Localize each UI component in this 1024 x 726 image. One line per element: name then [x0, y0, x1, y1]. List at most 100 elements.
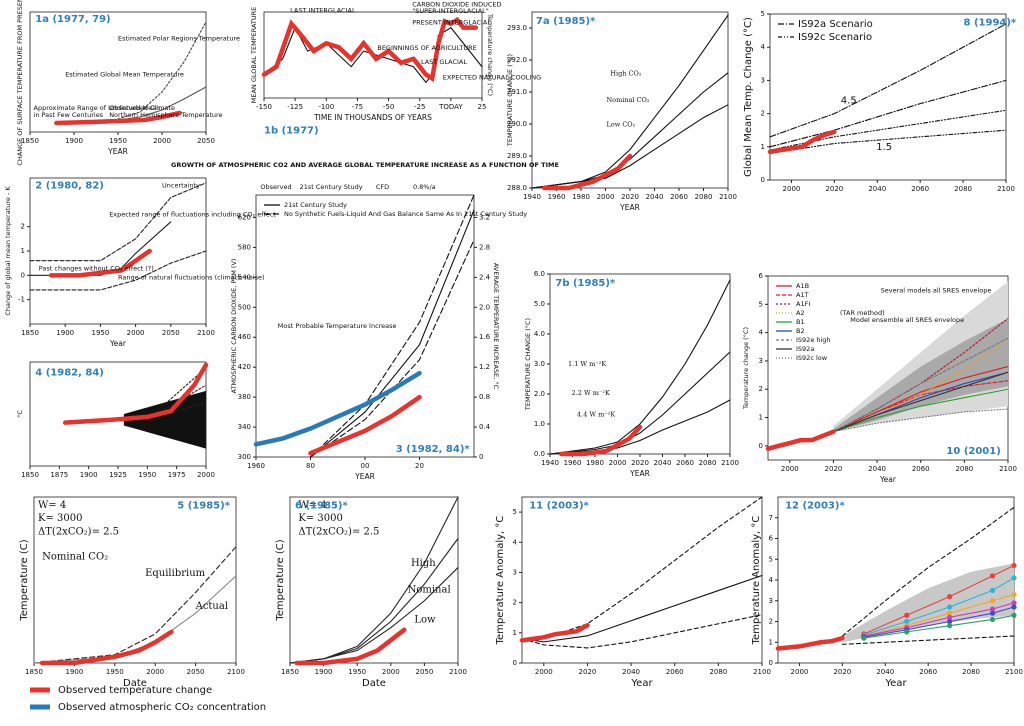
legend-label: A2 [796, 309, 805, 317]
series-line [54, 110, 182, 126]
legend-label: A1B [796, 282, 809, 290]
x-tick-label: 2040 [868, 465, 886, 473]
series-line [309, 239, 475, 458]
series-line [832, 371, 1009, 433]
x-tick-label: 1960 [548, 193, 566, 201]
series-line [521, 496, 763, 640]
y-tick-label: 0 [769, 659, 773, 667]
y2-axis-label: AVERAGE TEMPERATURE INCREASE, °C [492, 263, 500, 390]
x-tick-label: 2050 [162, 329, 180, 337]
panel: 1850 1900 1950 2000 2050 Estimated Polar Regi… [16, 0, 240, 166]
x-tick-label: 2000 [382, 668, 400, 676]
legend-label: IS92c Scenario [798, 32, 872, 43]
annotation: (TAR method) [840, 309, 885, 317]
x-tick-label: 2050 [197, 137, 215, 145]
x-axis-label: TIME IN THOUSANDS OF YEARS [313, 113, 432, 122]
x-tick-label: 2100 [227, 668, 245, 676]
annotation: Observed Mean [109, 104, 160, 112]
envelope [123, 390, 206, 449]
x-tick-label: 1850 [21, 329, 39, 337]
y-tick-label: 4 [759, 329, 764, 337]
y-tick-label: 2 [761, 110, 765, 118]
x-tick-label: 2020 [579, 668, 597, 676]
x-tick-label: 25 [478, 103, 487, 111]
panel-title: 7b (1985)* [555, 278, 616, 289]
x-tick-label: 2040 [868, 185, 886, 193]
x-tick-label: 1875 [50, 471, 68, 479]
y-tick-label: 1 [769, 638, 773, 646]
y-tick-label: 1 [761, 143, 765, 151]
y-tick-label: 3 [769, 597, 773, 605]
annotation: Past changes without CO₂ effect (?) [39, 265, 154, 273]
x-axis-label: Date [123, 678, 147, 689]
y-tick-label: 1 [513, 629, 517, 637]
y-tick-label: 291.0 [507, 88, 527, 96]
y-axis-label: MEAN GLOBAL TEMPERATURE [250, 7, 258, 103]
series-label: Low CO₂ [606, 121, 635, 129]
y-tick-label: 0 [21, 271, 25, 279]
annotation: CFD [376, 183, 389, 191]
y2-axis-label: Temperature change (°C) [486, 13, 494, 96]
series-line [309, 194, 475, 458]
y-tick-label: 300 [238, 453, 251, 461]
series-line [832, 388, 1009, 433]
series-marker [947, 623, 953, 629]
series-line [253, 370, 422, 447]
y-tick-label: 500 [238, 303, 251, 311]
y2-tick-label: 2.4 [479, 273, 491, 281]
panel: 1850 1900 1950 2000 2050 2100 High Nominal Low W=… [275, 496, 467, 689]
x-tick-label: 2100 [753, 668, 771, 676]
plot-frame [29, 177, 207, 325]
y2-tick-label: 0 [479, 453, 483, 461]
y-tick-label: 2 [21, 223, 25, 231]
series-line [117, 86, 207, 121]
y-tick-label: 3 [759, 357, 763, 365]
x-tick-label: 2080 [709, 668, 727, 676]
y-axis-label: Change of global mean temperature - K [4, 186, 12, 316]
y-tick-label: 288.0 [507, 184, 527, 192]
annotation: in Past Few Centuries [34, 111, 104, 119]
x-tick-label: 1975 [168, 471, 186, 479]
panel: 1850 1875 1900 1925 1950 1975 2000 °C 4 (1982, 8… [16, 361, 215, 479]
x-tick-label: 2040 [876, 668, 894, 676]
series-label: Nominal [408, 584, 451, 595]
plot-frame [289, 496, 459, 664]
envelope-label: Model ensemble all SRES envelope [850, 316, 964, 324]
series-marker [947, 594, 953, 600]
annotation: EXPECTED NATURAL COOLING [443, 73, 541, 81]
series-label: 2.2 W m⁻²K [572, 389, 610, 397]
x-tick-label: 2100 [1005, 668, 1023, 676]
series-line [33, 546, 237, 664]
series-marker [989, 616, 996, 623]
series-line [519, 623, 590, 643]
y-tick-label: 4 [513, 538, 518, 546]
x-tick-label: 1960 [247, 462, 265, 470]
legend-label: IS92a [796, 345, 814, 353]
annotation: LAST GLACIAL [421, 58, 467, 66]
x-tick-label: 2000 [597, 193, 615, 201]
series-line [48, 248, 152, 278]
y-tick-label: 340 [238, 423, 251, 431]
panel: 2000 2020 2040 2060 2080 2100012345YearTemper… [495, 496, 771, 689]
series-marker [989, 598, 996, 604]
y2-tick-label: 0.4 [479, 423, 491, 431]
x-tick-label: 2100 [719, 193, 737, 201]
series-line [309, 209, 475, 458]
series-marker [989, 573, 996, 579]
annotation: K= 3000 [38, 513, 82, 524]
series-label: High CO₂ [610, 70, 641, 78]
series-label: Nominal CO₂ [606, 96, 649, 104]
x-tick-label: TODAY [438, 103, 463, 111]
x-axis-label: YEAR [619, 203, 640, 212]
x-tick-label: 2080 [695, 193, 713, 201]
y-tick-label: 2 [769, 618, 773, 626]
series-label: 4.4 W m⁻²K [577, 410, 615, 418]
x-tick-label: 2000 [781, 465, 799, 473]
annotation: 1.5 [876, 142, 892, 153]
panel: 1960 80 00 20 300 340 380 420 460 500 540 580 620 0 0.… [171, 161, 559, 481]
x-tick-label: 2000 [127, 329, 145, 337]
x-tick-label: 1940 [541, 459, 559, 467]
series-line [29, 182, 207, 262]
y2-tick-label: 3.2 [479, 213, 490, 221]
series-marker [904, 618, 910, 625]
